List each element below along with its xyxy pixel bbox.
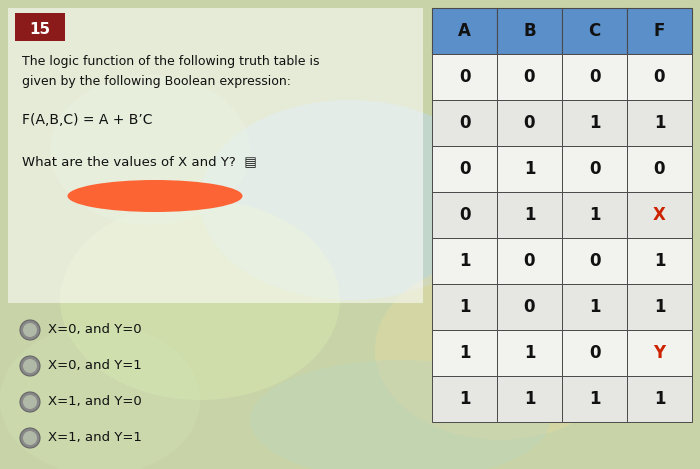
FancyBboxPatch shape: [627, 192, 692, 238]
Circle shape: [23, 323, 37, 337]
FancyBboxPatch shape: [627, 8, 692, 54]
Text: 1: 1: [524, 390, 536, 408]
Text: 0: 0: [524, 252, 536, 270]
Text: 0: 0: [458, 160, 470, 178]
Text: 0: 0: [589, 252, 601, 270]
FancyBboxPatch shape: [562, 284, 627, 330]
Text: 1: 1: [654, 252, 665, 270]
FancyBboxPatch shape: [497, 330, 562, 376]
FancyBboxPatch shape: [432, 376, 497, 422]
Text: 1: 1: [524, 160, 536, 178]
Text: X=1, and Y=1: X=1, and Y=1: [48, 431, 142, 445]
Ellipse shape: [0, 325, 200, 469]
Text: The logic function of the following truth table is: The logic function of the following trut…: [22, 55, 319, 68]
Circle shape: [23, 395, 37, 409]
FancyBboxPatch shape: [432, 284, 497, 330]
Text: 0: 0: [589, 160, 601, 178]
Text: 0: 0: [458, 114, 470, 132]
Circle shape: [20, 392, 40, 412]
Text: 0: 0: [524, 68, 536, 86]
Text: given by the following Boolean expression:: given by the following Boolean expressio…: [22, 76, 291, 89]
Text: 1: 1: [654, 298, 665, 316]
FancyBboxPatch shape: [497, 376, 562, 422]
Text: 0: 0: [654, 68, 665, 86]
Text: A: A: [458, 22, 471, 40]
Text: What are the values of X and Y?  ▤: What are the values of X and Y? ▤: [22, 156, 257, 168]
Text: X: X: [653, 206, 666, 224]
Text: 1: 1: [524, 206, 536, 224]
Ellipse shape: [200, 100, 500, 300]
Text: 0: 0: [589, 344, 601, 362]
Text: B: B: [523, 22, 536, 40]
Text: 0: 0: [458, 68, 470, 86]
FancyBboxPatch shape: [627, 238, 692, 284]
Text: 1: 1: [654, 114, 665, 132]
Text: 1: 1: [458, 298, 470, 316]
Text: Y: Y: [653, 344, 666, 362]
FancyBboxPatch shape: [497, 238, 562, 284]
FancyBboxPatch shape: [627, 100, 692, 146]
FancyBboxPatch shape: [497, 54, 562, 100]
FancyBboxPatch shape: [562, 100, 627, 146]
FancyBboxPatch shape: [432, 146, 497, 192]
Text: X=1, and Y=0: X=1, and Y=0: [48, 395, 141, 408]
Circle shape: [20, 356, 40, 376]
Text: 0: 0: [654, 160, 665, 178]
FancyBboxPatch shape: [432, 192, 497, 238]
FancyBboxPatch shape: [497, 100, 562, 146]
FancyBboxPatch shape: [432, 54, 497, 100]
Text: 1: 1: [589, 298, 601, 316]
FancyBboxPatch shape: [627, 284, 692, 330]
Circle shape: [20, 320, 40, 340]
Text: 0: 0: [589, 68, 601, 86]
FancyBboxPatch shape: [432, 330, 497, 376]
Ellipse shape: [50, 75, 250, 225]
Circle shape: [23, 431, 37, 445]
Text: 1: 1: [589, 114, 601, 132]
Text: 1: 1: [589, 206, 601, 224]
Text: 0: 0: [458, 206, 470, 224]
Text: 1: 1: [589, 390, 601, 408]
FancyBboxPatch shape: [432, 238, 497, 284]
FancyBboxPatch shape: [627, 146, 692, 192]
FancyBboxPatch shape: [8, 8, 423, 303]
FancyBboxPatch shape: [562, 146, 627, 192]
Circle shape: [20, 428, 40, 448]
Text: X=0, and Y=0: X=0, and Y=0: [48, 324, 141, 336]
FancyBboxPatch shape: [562, 54, 627, 100]
Text: 1: 1: [524, 344, 536, 362]
FancyBboxPatch shape: [562, 376, 627, 422]
Ellipse shape: [460, 70, 640, 230]
Circle shape: [23, 359, 37, 373]
FancyBboxPatch shape: [562, 238, 627, 284]
Ellipse shape: [375, 260, 625, 440]
FancyBboxPatch shape: [627, 330, 692, 376]
FancyBboxPatch shape: [497, 192, 562, 238]
FancyBboxPatch shape: [15, 13, 65, 41]
Text: F(A,B,C) = A + B’C: F(A,B,C) = A + B’C: [22, 113, 153, 127]
Text: 1: 1: [458, 252, 470, 270]
Text: 15: 15: [29, 23, 50, 38]
Text: 1: 1: [458, 390, 470, 408]
FancyBboxPatch shape: [627, 54, 692, 100]
Text: 1: 1: [458, 344, 470, 362]
FancyBboxPatch shape: [497, 284, 562, 330]
FancyBboxPatch shape: [562, 330, 627, 376]
FancyBboxPatch shape: [497, 146, 562, 192]
Text: F: F: [654, 22, 665, 40]
FancyBboxPatch shape: [562, 8, 627, 54]
Ellipse shape: [60, 200, 340, 400]
Text: 0: 0: [524, 298, 536, 316]
Ellipse shape: [67, 180, 242, 212]
Text: C: C: [589, 22, 601, 40]
FancyBboxPatch shape: [497, 8, 562, 54]
Text: 0: 0: [524, 114, 536, 132]
FancyBboxPatch shape: [562, 192, 627, 238]
Text: X=0, and Y=1: X=0, and Y=1: [48, 360, 141, 372]
FancyBboxPatch shape: [432, 8, 497, 54]
Ellipse shape: [250, 360, 550, 469]
FancyBboxPatch shape: [432, 100, 497, 146]
Text: 1: 1: [654, 390, 665, 408]
FancyBboxPatch shape: [627, 376, 692, 422]
